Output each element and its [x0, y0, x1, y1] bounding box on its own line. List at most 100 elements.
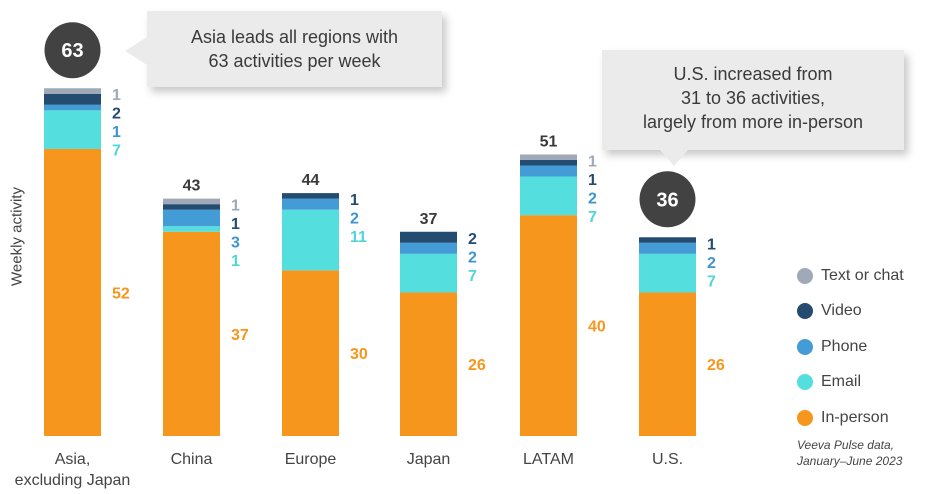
bar-segment-in-person — [400, 292, 457, 436]
bar-segment-video — [282, 193, 339, 199]
bar-segment-video — [163, 204, 220, 210]
legend-swatch-icon — [797, 374, 813, 391]
bar-segment-in-person — [639, 292, 696, 436]
legend-swatch-icon — [797, 303, 813, 320]
callout-line: Asia leads all regions with — [190, 27, 399, 47]
legend-item: Text or chat — [797, 258, 904, 294]
data-label: 1 — [112, 124, 121, 141]
callout-asia: Asia leads all regions with 63 activitie… — [125, 11, 442, 87]
total-label: 36 — [656, 189, 678, 211]
data-label: 7 — [588, 209, 597, 226]
bar-segment-phone — [400, 242, 457, 254]
source-line: Veeva Pulse data, — [797, 438, 894, 452]
bar-segment-video — [44, 93, 101, 105]
bar-segment-video — [400, 231, 457, 243]
total-label: 43 — [183, 178, 201, 195]
data-label: 7 — [112, 143, 121, 160]
total-label: 37 — [420, 211, 438, 228]
bar-segment-email — [400, 253, 457, 293]
bar-segment-text-or-chat — [44, 88, 101, 94]
bar-segment-text-or-chat — [520, 154, 577, 160]
legend-swatch-icon — [797, 338, 813, 355]
data-label: 1 — [231, 216, 240, 233]
legend-label: Text or chat — [821, 266, 904, 284]
data-label: 37 — [231, 327, 249, 344]
legend-swatch-icon — [797, 409, 813, 426]
bar-segment-email — [520, 176, 577, 216]
legend-item: Phone — [797, 329, 904, 365]
x-tick-label: LATAM — [523, 451, 574, 468]
legend-label: Video — [821, 302, 862, 320]
data-label: 26 — [707, 357, 725, 374]
data-label: 3 — [231, 235, 240, 252]
bar-segment-email — [639, 253, 696, 293]
data-label: 2 — [468, 249, 477, 266]
x-tick-label: Europe — [285, 451, 337, 468]
data-label: 1 — [588, 172, 597, 189]
data-label: 11 — [350, 229, 367, 246]
legend-item: In-person — [797, 400, 904, 436]
source-note: Veeva Pulse data, January–June 2023 — [797, 437, 902, 469]
x-tick-label: excluding Japan — [15, 472, 131, 489]
data-label: 1 — [350, 192, 359, 209]
callout-line: 31 to 36 activities, — [680, 88, 826, 108]
bar-segment-email — [44, 110, 101, 149]
data-label: 2 — [588, 190, 597, 207]
bar-segment-email — [282, 209, 339, 271]
bar-segment-in-person — [520, 215, 577, 436]
bar-segment-phone — [163, 209, 220, 227]
bar-segment-phone — [639, 242, 696, 254]
x-tick-label: Asia, — [55, 451, 91, 468]
legend-label: In-person — [821, 408, 889, 426]
data-label: 1 — [231, 198, 240, 215]
callout-line: largely from more in-person — [642, 112, 864, 132]
bar-segment-phone — [282, 198, 339, 210]
data-label: 30 — [350, 346, 368, 363]
data-label: 52 — [112, 285, 130, 302]
bar-segment-video — [520, 160, 577, 166]
total-label: 63 — [61, 40, 83, 62]
total-bubble — [44, 22, 101, 79]
bar-segment-phone — [520, 165, 577, 177]
total-label: 44 — [302, 172, 320, 189]
x-tick-label: Japan — [407, 451, 451, 468]
bar-segment-video — [639, 237, 696, 243]
callout-line: U.S. increased from — [673, 64, 833, 84]
legend: Text or chat Video Phone Email In-person — [797, 258, 904, 436]
source-line: January–June 2023 — [797, 454, 903, 468]
data-label: 1 — [588, 153, 597, 170]
legend-swatch-icon — [797, 267, 813, 284]
data-label: 2 — [468, 231, 477, 248]
x-tick-label: China — [171, 451, 213, 468]
bar-segment-email — [163, 226, 220, 232]
data-label: 1 — [231, 253, 240, 270]
data-label: 2 — [112, 106, 121, 123]
callout-pointer — [660, 150, 688, 166]
bar-segment-in-person — [282, 270, 339, 436]
legend-label: Email — [821, 373, 862, 391]
data-label: 2 — [350, 211, 359, 228]
callout-line: 63 activities per week — [208, 51, 381, 71]
bar-segment-in-person — [163, 231, 220, 436]
data-label: 40 — [588, 319, 606, 336]
data-label: 26 — [468, 357, 486, 374]
x-tick-label: U.S. — [652, 451, 683, 468]
legend-label: Phone — [821, 337, 868, 355]
callout-pointer — [125, 37, 147, 65]
total-label: 51 — [540, 133, 558, 150]
legend-item: Email — [797, 365, 904, 401]
data-label: 1 — [707, 236, 716, 253]
bar-segment-text-or-chat — [163, 198, 220, 205]
data-label: 7 — [707, 273, 716, 290]
y-axis-label: Weekly activity — [8, 187, 26, 286]
bar-segment-in-person — [44, 148, 101, 436]
total-bubble — [639, 171, 696, 228]
data-label: 1 — [112, 87, 121, 104]
data-label: 7 — [468, 268, 477, 285]
legend-item: Video — [797, 294, 904, 330]
data-label: 2 — [707, 255, 716, 272]
bar-segment-phone — [44, 104, 101, 111]
callout-us: U.S. increased from 31 to 36 activities,… — [602, 50, 904, 166]
